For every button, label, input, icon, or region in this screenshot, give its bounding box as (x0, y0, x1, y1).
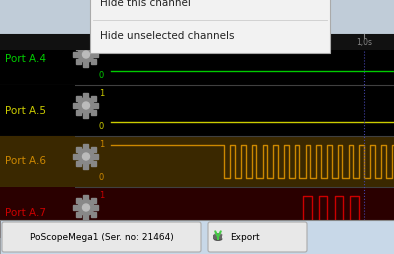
Bar (76, 96, 82, 101)
Text: 1: 1 (99, 89, 104, 98)
Bar (0, 34, 394, 85)
Circle shape (78, 149, 94, 165)
Text: 32,1µs: 32,1µs (192, 38, 218, 46)
Bar (0, 187, 75, 238)
Text: 1: 1 (99, 191, 104, 200)
Text: 1,0s: 1,0s (357, 38, 372, 46)
Circle shape (78, 199, 94, 215)
Circle shape (82, 204, 89, 211)
Bar (84, 215, 89, 220)
Text: Hide unselected channels: Hide unselected channels (100, 31, 234, 41)
Bar (84, 113, 89, 118)
Bar (0, 34, 394, 50)
Circle shape (78, 46, 94, 62)
Bar (90, 0, 330, 53)
Bar (0, 85, 75, 136)
Text: 0: 0 (99, 71, 104, 80)
Bar (91, 45, 96, 50)
Text: 0µs: 0µs (111, 38, 125, 46)
Bar (76, 212, 82, 217)
Text: PoScopeMega1 (Ser. no: 21464): PoScopeMega1 (Ser. no: 21464) (30, 232, 173, 242)
Text: 0: 0 (99, 224, 104, 233)
Bar (84, 144, 89, 149)
Bar (84, 164, 89, 169)
Bar (0, 187, 394, 238)
Bar (91, 161, 96, 166)
Bar (76, 198, 82, 203)
Bar (93, 205, 98, 210)
Bar (0, 220, 394, 254)
Ellipse shape (214, 237, 223, 241)
Bar (84, 93, 89, 98)
Circle shape (82, 102, 89, 109)
Bar (76, 110, 82, 115)
Bar (74, 52, 78, 57)
Bar (91, 147, 96, 152)
Bar (76, 59, 82, 64)
Text: 1: 1 (99, 38, 104, 47)
Bar (74, 205, 78, 210)
Text: Port A.7: Port A.7 (5, 208, 46, 217)
Circle shape (82, 51, 89, 58)
Bar (84, 62, 89, 67)
Bar (93, 154, 98, 159)
Bar (91, 59, 96, 64)
Bar (93, 52, 98, 57)
Text: Port A.4: Port A.4 (5, 55, 46, 65)
Text: 1: 1 (99, 140, 104, 149)
Text: Export: Export (230, 232, 260, 242)
Text: 0: 0 (99, 173, 104, 182)
Bar (0, 85, 394, 136)
Bar (91, 96, 96, 101)
Circle shape (78, 98, 94, 114)
Ellipse shape (214, 233, 223, 237)
Bar (76, 147, 82, 152)
Bar (74, 154, 78, 159)
Bar (74, 103, 78, 108)
FancyBboxPatch shape (2, 222, 201, 252)
Bar (84, 195, 89, 200)
Bar (76, 45, 82, 50)
Bar (0, 136, 75, 187)
Circle shape (82, 153, 89, 160)
Text: Hide this channel: Hide this channel (100, 0, 191, 8)
Bar (91, 198, 96, 203)
Text: 0: 0 (99, 122, 104, 131)
Bar (0, 34, 75, 85)
Text: Port A.5: Port A.5 (5, 105, 46, 116)
Bar (93, 103, 98, 108)
Bar (91, 110, 96, 115)
FancyBboxPatch shape (208, 222, 307, 252)
Bar (0, 136, 394, 187)
Bar (91, 212, 96, 217)
Bar (214, 235, 223, 239)
Text: Port A.6: Port A.6 (5, 156, 46, 167)
Bar (76, 161, 82, 166)
Bar (84, 42, 89, 47)
